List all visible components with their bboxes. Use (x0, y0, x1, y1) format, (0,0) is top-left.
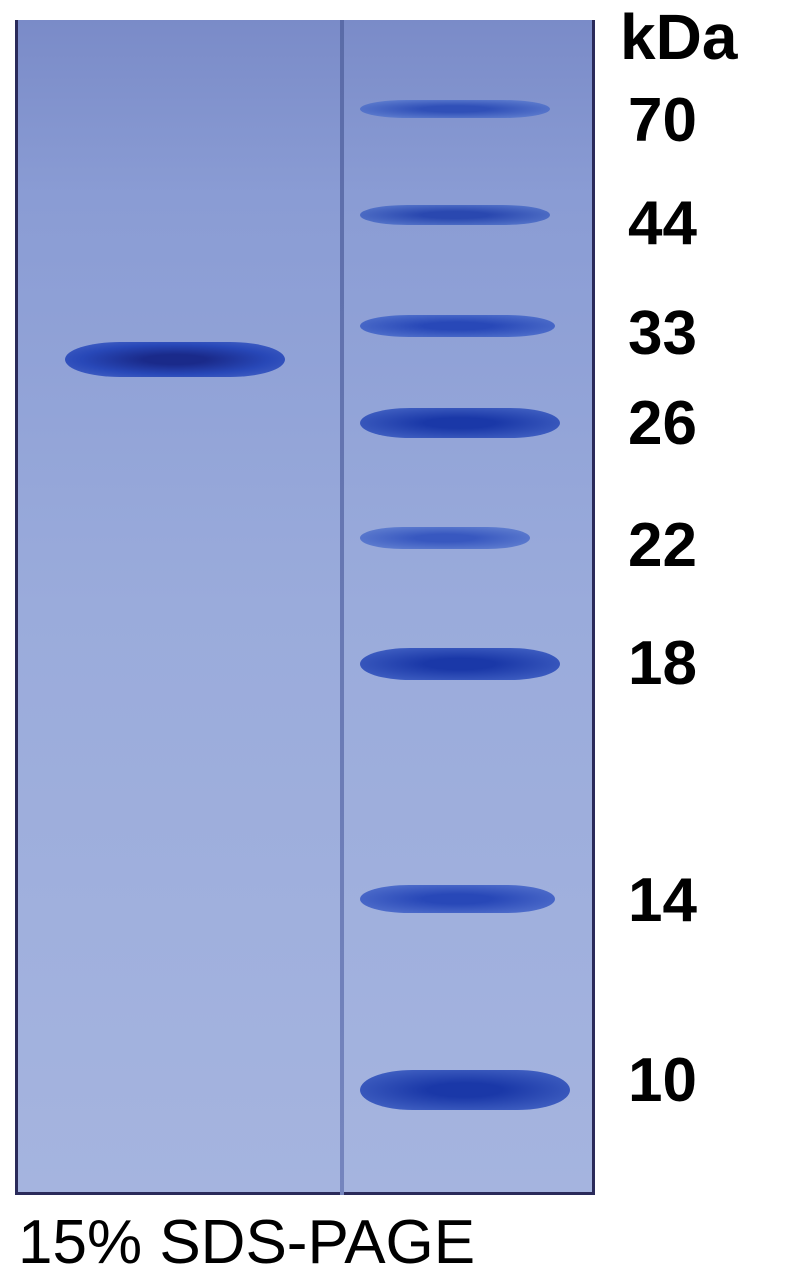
mw-label-18: 18 (628, 628, 697, 699)
gel-background (15, 20, 595, 1195)
mw-label-10: 10 (628, 1045, 697, 1116)
mw-label-26: 26 (628, 388, 697, 459)
lane-divider (340, 20, 344, 1195)
mw-label-33: 33 (628, 298, 697, 369)
ladder-band-22 (360, 527, 530, 549)
ladder-band-14 (360, 885, 555, 913)
sample-protein-band (65, 342, 285, 377)
unit-label: kDa (620, 0, 737, 74)
mw-label-22: 22 (628, 510, 697, 581)
ladder-band-44 (360, 205, 550, 225)
ladder-band-70 (360, 100, 550, 118)
ladder-band-33 (360, 315, 555, 337)
gel-image-container: kDa 70 44 33 26 22 18 14 10 15% SDS-PAGE (0, 0, 787, 1280)
gel-caption: 15% SDS-PAGE (18, 1207, 475, 1278)
ladder-band-10 (360, 1070, 570, 1110)
ladder-band-26 (360, 408, 560, 438)
mw-label-70: 70 (628, 85, 697, 156)
mw-label-14: 14 (628, 865, 697, 936)
ladder-band-18 (360, 648, 560, 680)
mw-label-44: 44 (628, 188, 697, 259)
